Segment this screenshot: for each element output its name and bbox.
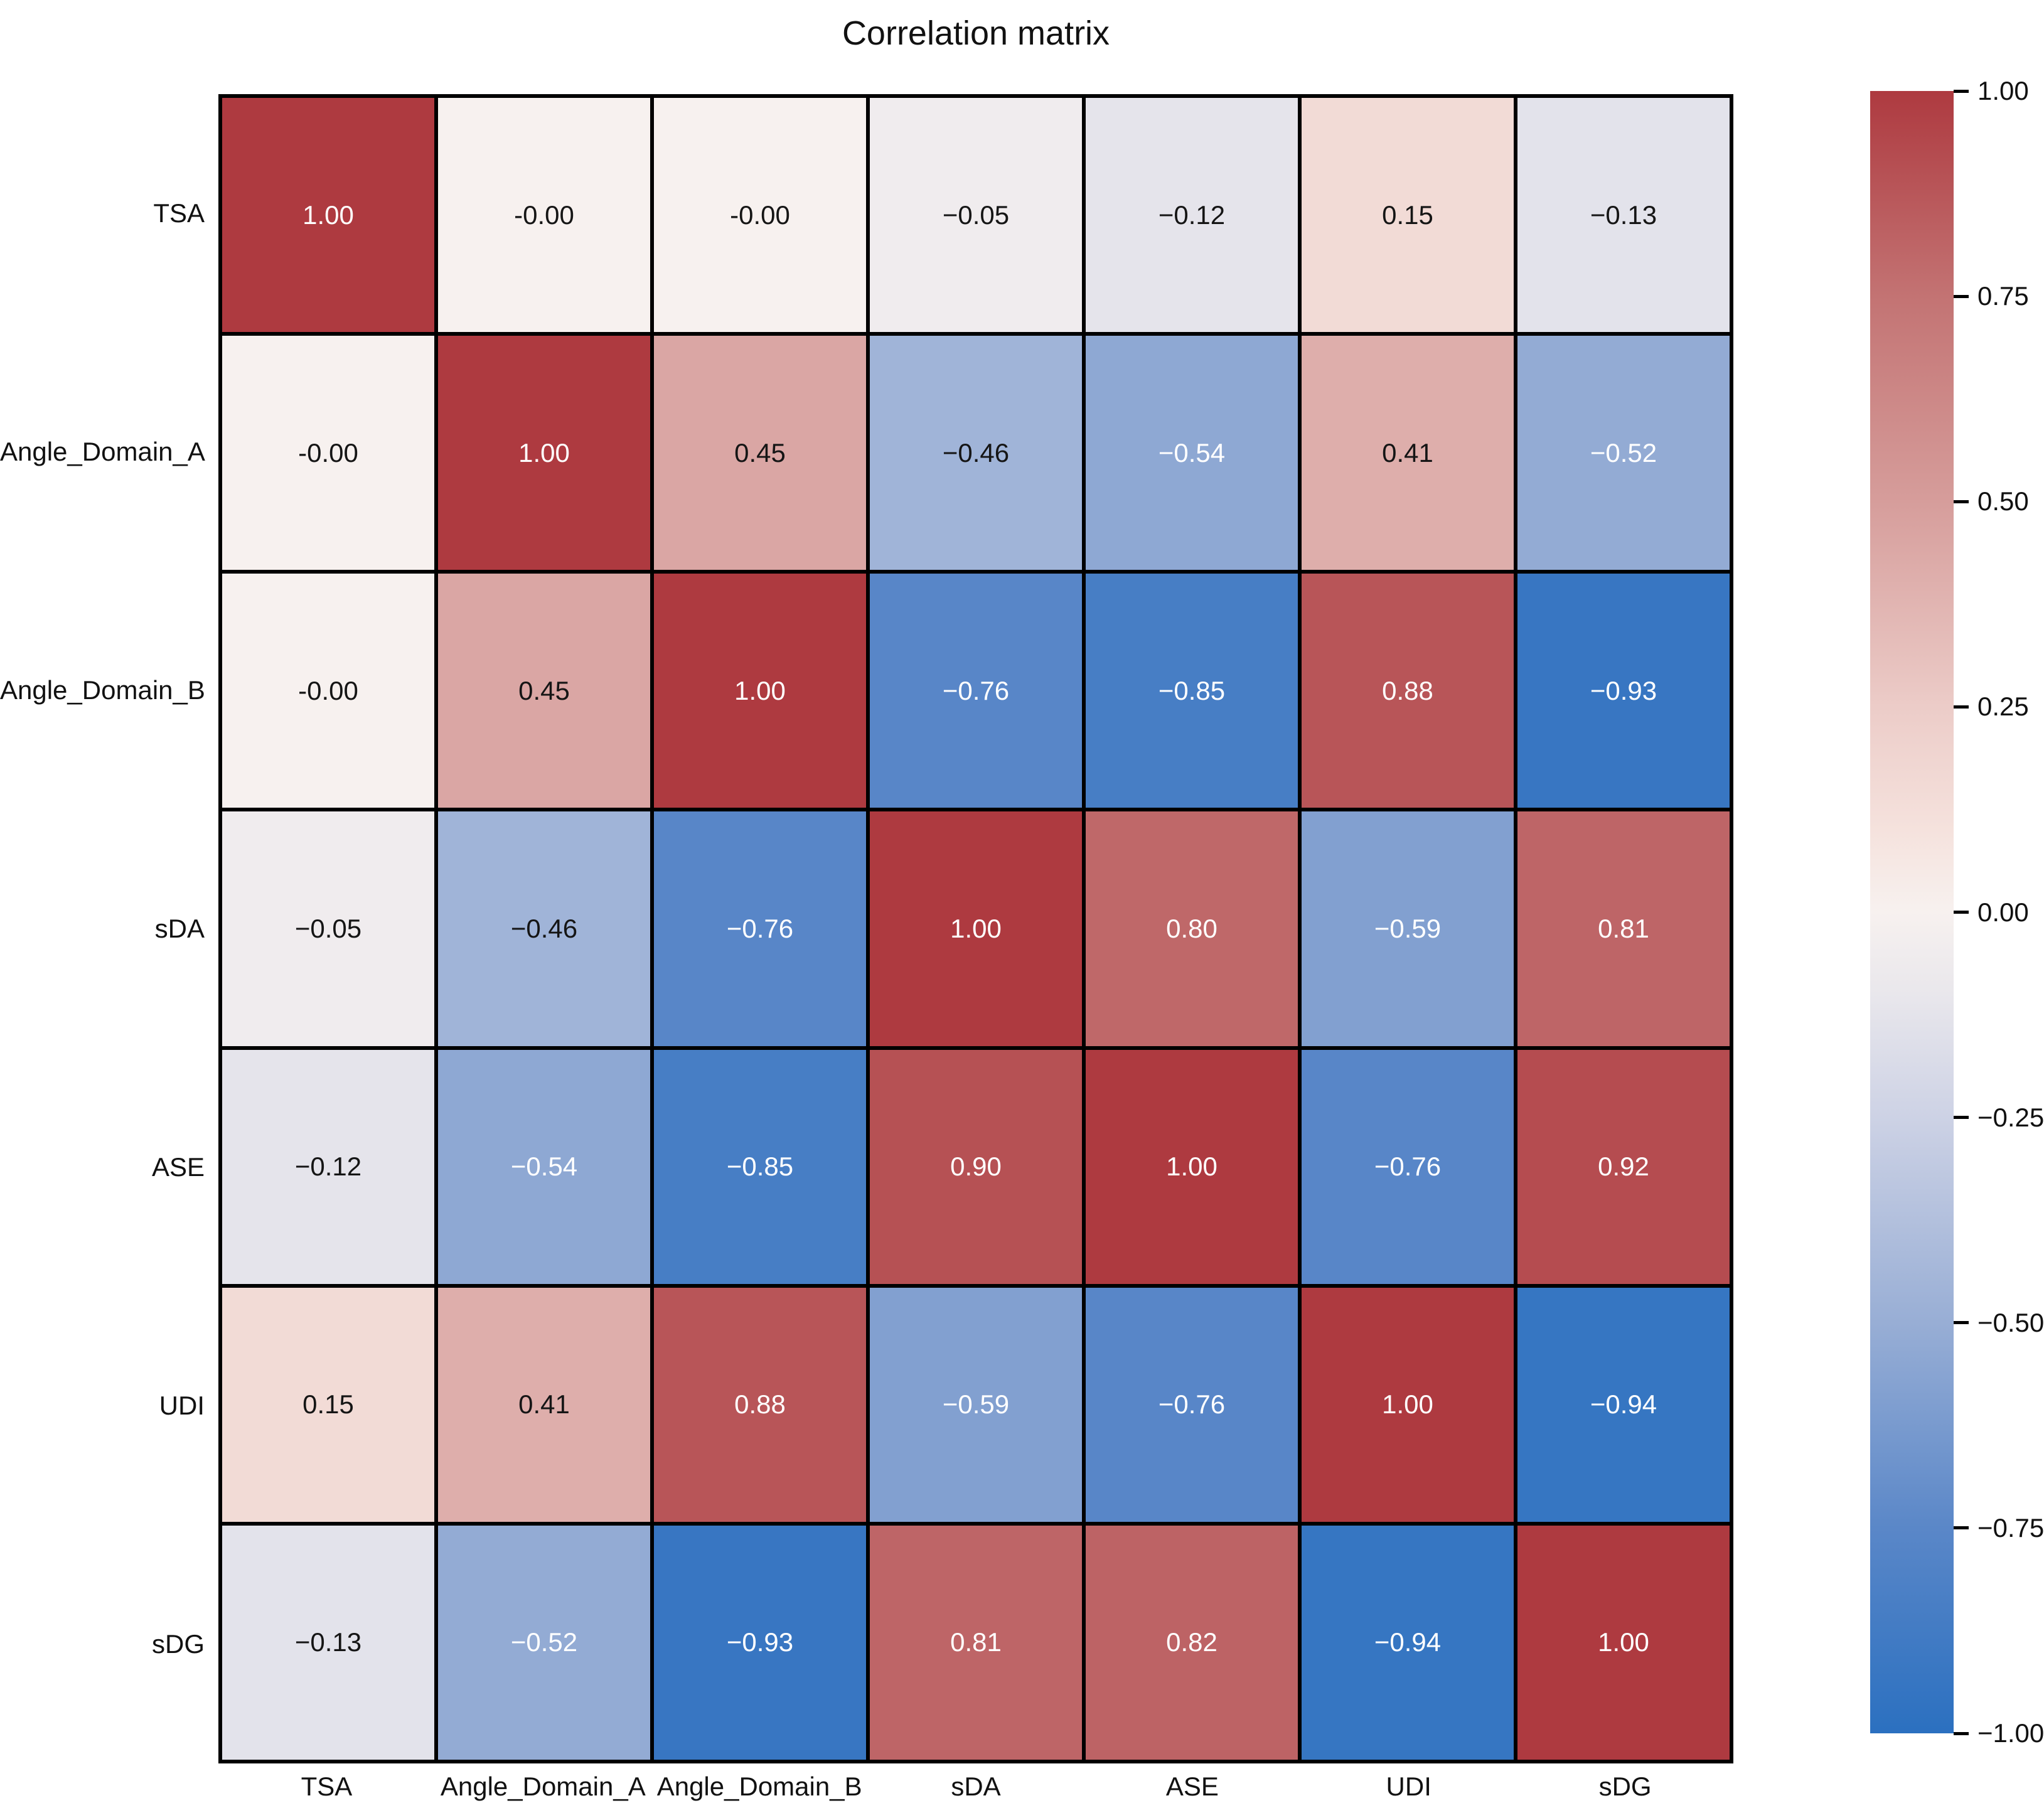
x-tick-label: Angle_Domain_B bbox=[656, 1772, 862, 1801]
colorbar-tick-mark bbox=[1954, 911, 1969, 914]
heatmap-cell: −0.94 bbox=[1517, 1287, 1730, 1522]
heatmap-cell: −0.59 bbox=[870, 1287, 1082, 1522]
x-tick-label: sDG bbox=[1598, 1772, 1652, 1801]
heatmap-cell: 1.00 bbox=[222, 98, 434, 333]
heatmap-cell: 0.41 bbox=[1302, 336, 1514, 570]
heatmap-cell: 0.92 bbox=[1517, 1049, 1730, 1284]
colorbar-tick-mark bbox=[1954, 1526, 1969, 1530]
heatmap-cell: 0.81 bbox=[870, 1525, 1082, 1760]
heatmap-cell: 0.80 bbox=[1086, 811, 1298, 1046]
y-tick-label: ASE bbox=[151, 1152, 205, 1182]
heatmap-cell: 1.00 bbox=[870, 811, 1082, 1046]
y-tick-label: Angle_Domain_B bbox=[0, 675, 205, 705]
colorbar-tick-mark bbox=[1954, 500, 1969, 503]
heatmap-cell: −0.59 bbox=[1302, 811, 1514, 1046]
heatmap-cell: −0.76 bbox=[654, 811, 866, 1046]
heatmap-cell: 0.90 bbox=[870, 1049, 1082, 1284]
heatmap-cell: −0.46 bbox=[870, 336, 1082, 570]
heatmap-cell: −0.12 bbox=[1086, 98, 1298, 333]
heatmap-cell: −0.94 bbox=[1302, 1525, 1514, 1760]
heatmap-cell: −0.54 bbox=[438, 1049, 650, 1284]
colorbar-tick-label: 0.50 bbox=[1977, 486, 2029, 516]
heatmap-cell: −0.54 bbox=[1086, 336, 1298, 570]
heatmap-cell: 0.45 bbox=[654, 336, 866, 570]
heatmap-cell: −0.85 bbox=[654, 1049, 866, 1284]
heatmap-cell: 1.00 bbox=[438, 336, 650, 570]
heatmap-cell: -0.00 bbox=[654, 98, 866, 333]
heatmap-cell: −0.76 bbox=[870, 574, 1082, 808]
y-tick-label: UDI bbox=[159, 1391, 205, 1420]
heatmap-cell: −0.46 bbox=[438, 811, 650, 1046]
heatmap-cell: −0.05 bbox=[870, 98, 1082, 333]
colorbar-tick-mark bbox=[1954, 1321, 1969, 1325]
heatmap-cell: 1.00 bbox=[1086, 1049, 1298, 1284]
y-tick-label: sDG bbox=[152, 1629, 205, 1659]
colorbar-tick-label: 0.75 bbox=[1977, 281, 2029, 311]
heatmap-cell: 0.82 bbox=[1086, 1525, 1298, 1760]
heatmap-cell: −0.13 bbox=[222, 1525, 434, 1760]
heatmap-cell: 0.81 bbox=[1517, 811, 1730, 1046]
colorbar-tick-mark bbox=[1954, 1731, 1969, 1735]
colorbar bbox=[1870, 91, 1954, 1733]
heatmap-cell: −0.52 bbox=[438, 1525, 650, 1760]
heatmap-cell: 0.15 bbox=[222, 1287, 434, 1522]
heatmap-cell: 0.41 bbox=[438, 1287, 650, 1522]
heatmap-cell: 1.00 bbox=[1517, 1525, 1730, 1760]
heatmap-cell: 1.00 bbox=[1302, 1287, 1514, 1522]
heatmap-cell: −0.93 bbox=[654, 1525, 866, 1760]
heatmap-cell: 0.15 bbox=[1302, 98, 1514, 333]
x-tick-label: UDI bbox=[1386, 1772, 1431, 1801]
heatmap-cell: 0.88 bbox=[654, 1287, 866, 1522]
y-tick-label: TSA bbox=[153, 198, 205, 228]
x-tick-label: sDA bbox=[951, 1772, 1001, 1801]
colorbar-tick-label: −0.75 bbox=[1977, 1512, 2044, 1543]
colorbar-tick-label: −0.25 bbox=[1977, 1102, 2044, 1132]
colorbar-tick-mark bbox=[1954, 1116, 1969, 1120]
colorbar-tick-label: −1.00 bbox=[1977, 1718, 2044, 1748]
chart-title: Correlation matrix bbox=[842, 14, 1110, 52]
heatmap-cell: 0.45 bbox=[438, 574, 650, 808]
heatmap-cell: −0.52 bbox=[1517, 336, 1730, 570]
heatmap-cell: −0.12 bbox=[222, 1049, 434, 1284]
colorbar-tick-mark bbox=[1954, 89, 1969, 93]
heatmap-cell: 1.00 bbox=[654, 574, 866, 808]
y-tick-label: Angle_Domain_A bbox=[0, 437, 205, 466]
x-tick-label: Angle_Domain_A bbox=[440, 1772, 646, 1801]
x-tick-label: ASE bbox=[1165, 1772, 1219, 1801]
heatmap-cell: −0.76 bbox=[1086, 1287, 1298, 1522]
heatmap-cell: 0.88 bbox=[1302, 574, 1514, 808]
colorbar-tick-label: 1.00 bbox=[1977, 76, 2029, 105]
heatmap-cell: −0.93 bbox=[1517, 574, 1730, 808]
heatmap-cell: -0.00 bbox=[222, 336, 434, 570]
colorbar-tick-label: 0.00 bbox=[1977, 897, 2029, 927]
heatmap-cell: −0.85 bbox=[1086, 574, 1298, 808]
heatmap-cell: -0.00 bbox=[438, 98, 650, 333]
colorbar-tick-mark bbox=[1954, 705, 1969, 709]
heatmap-grid: 1.00 -0.00 -0.00 −0.05 −0.12 0.15 −0.13 -0.00 1.… bbox=[218, 94, 1733, 1763]
y-tick-label: sDA bbox=[154, 914, 205, 943]
colorbar-tick-mark bbox=[1954, 294, 1969, 298]
colorbar-tick-label: −0.50 bbox=[1977, 1307, 2044, 1337]
heatmap-cell: −0.76 bbox=[1302, 1049, 1514, 1284]
x-tick-label: TSA bbox=[301, 1772, 353, 1801]
heatmap-cell: −0.05 bbox=[222, 811, 434, 1046]
colorbar-tick-label: 0.25 bbox=[1977, 692, 2029, 722]
heatmap-cell: −0.13 bbox=[1517, 98, 1730, 333]
heatmap-cell: -0.00 bbox=[222, 574, 434, 808]
